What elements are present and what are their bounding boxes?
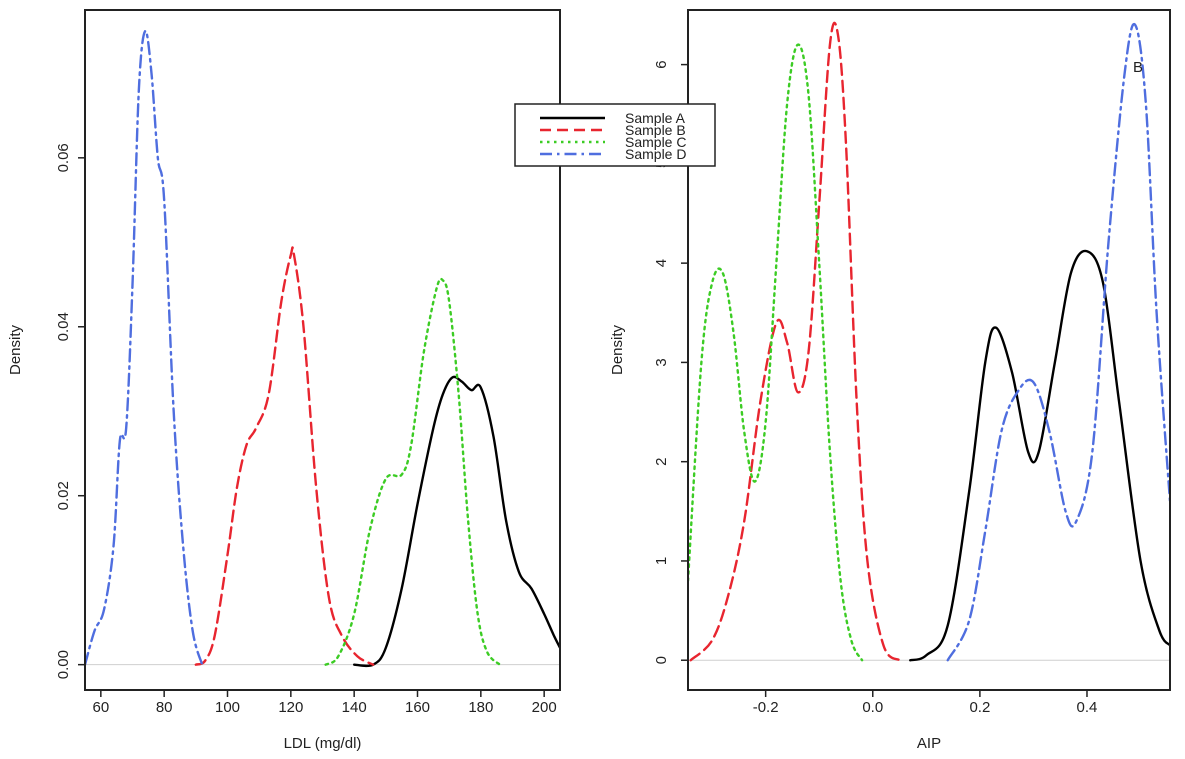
series-group	[688, 21, 1170, 662]
x-tick-label: -0.2	[753, 699, 779, 716]
series-line-sample-d	[85, 29, 204, 666]
y-tick-label: 0.00	[55, 650, 72, 679]
legend-label: Sample A	[625, 110, 686, 126]
panel-aip: -0.20.00.20.40123456AIPDensityB	[609, 9, 1171, 752]
series-line-sample-a	[909, 249, 1170, 662]
panel-ldl: 60 80 100 120 140 160 180 200 0.00 0.02 0.04 0.06 LD…	[7, 9, 561, 752]
y-tick-label: 1	[653, 557, 670, 565]
panel-annotation: B	[1133, 59, 1143, 76]
y-tick-label: 0.04	[55, 312, 72, 341]
series-line-sample-a	[352, 375, 560, 668]
plot-frame	[84, 9, 561, 691]
x-tick-label: 0.4	[1077, 699, 1098, 716]
y-tick-label: 0.02	[55, 481, 72, 510]
x-tick-label: 60	[92, 699, 109, 716]
x-tick-label: 140	[342, 699, 367, 716]
legend-label: Sample C	[625, 134, 686, 150]
series-line-sample-b	[689, 21, 901, 662]
series-line-sample-c	[324, 277, 502, 666]
x-tick-label: 0.0	[862, 699, 883, 716]
y-tick-label: 2	[653, 458, 670, 466]
series-line-sample-b	[194, 246, 375, 666]
x-tick-label: 160	[405, 699, 430, 716]
x-tick-label: 100	[215, 699, 240, 716]
y-tick-label: 3	[653, 358, 670, 366]
x-axis-label: LDL (mg/dl)	[284, 735, 362, 752]
legend-label: Sample B	[625, 122, 686, 138]
y-tick-label: 0	[653, 656, 670, 664]
y-axis-label: Density	[609, 324, 626, 375]
y-tick-label: 4	[653, 259, 670, 267]
series-group	[85, 29, 560, 668]
plot-frame	[687, 9, 1171, 691]
x-tick-label: 200	[532, 699, 557, 716]
series-line-sample-c	[688, 43, 864, 662]
x-tick-label: 180	[468, 699, 493, 716]
x-axis-label: AIP	[917, 735, 941, 752]
series-line-sample-d	[946, 22, 1170, 662]
legend-label: Sample D	[625, 146, 686, 162]
y-tick-label: 6	[653, 60, 670, 68]
y-tick-label: 0.06	[55, 143, 72, 172]
legend-box	[514, 103, 716, 167]
x-tick-label: 80	[156, 699, 173, 716]
y-axis-label: Density	[7, 324, 24, 375]
x-tick-label: 120	[278, 699, 303, 716]
x-tick-label: 0.2	[969, 699, 990, 716]
